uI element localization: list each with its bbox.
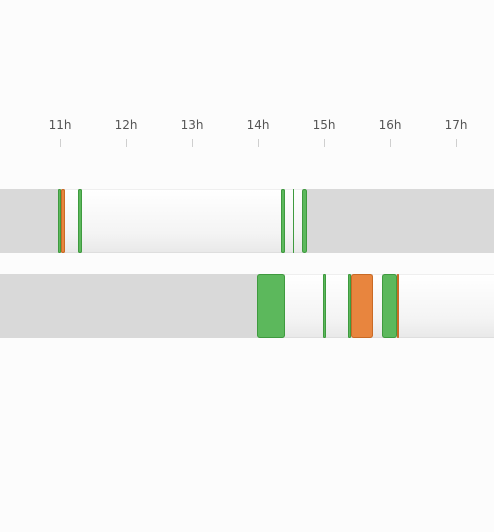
warning-segment[interactable] xyxy=(396,274,400,338)
tick-label: 13h xyxy=(180,118,204,132)
tick-label: 11h xyxy=(48,118,72,132)
idle-segment[interactable] xyxy=(399,274,494,338)
active-segment[interactable] xyxy=(257,274,286,338)
tick-mark xyxy=(390,139,391,147)
idle-segment[interactable] xyxy=(65,189,79,253)
active-segment[interactable] xyxy=(322,274,326,338)
tick-label: 15h xyxy=(312,118,336,132)
active-segment[interactable] xyxy=(301,189,307,253)
tick-mark xyxy=(324,139,325,147)
warning-segment[interactable] xyxy=(351,274,373,338)
tick-label: 17h xyxy=(444,118,468,132)
tick-mark xyxy=(60,139,61,147)
tick-label: 12h xyxy=(114,118,138,132)
active-segment[interactable] xyxy=(78,189,82,253)
tick-mark xyxy=(192,139,193,147)
tick-mark xyxy=(126,139,127,147)
idle-segment[interactable] xyxy=(285,189,293,253)
tick-mark xyxy=(456,139,457,147)
tick-label: 16h xyxy=(378,118,402,132)
warning-segment[interactable] xyxy=(61,189,66,253)
active-segment[interactable] xyxy=(347,274,352,338)
timeline-row[interactable] xyxy=(0,189,494,253)
idle-segment[interactable] xyxy=(325,274,348,338)
tick-label: 14h xyxy=(246,118,270,132)
active-segment[interactable] xyxy=(292,189,295,253)
idle-segment[interactable] xyxy=(285,274,323,338)
tick-mark xyxy=(258,139,259,147)
timeline-row[interactable] xyxy=(0,274,494,338)
idle-segment[interactable] xyxy=(372,274,383,338)
idle-segment[interactable] xyxy=(294,189,302,253)
active-segment[interactable] xyxy=(58,189,62,253)
active-segment[interactable] xyxy=(281,189,286,253)
idle-segment[interactable] xyxy=(81,189,282,253)
active-segment[interactable] xyxy=(382,274,397,338)
